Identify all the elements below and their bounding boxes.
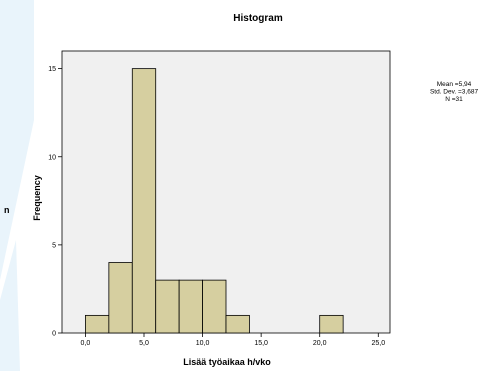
side-letter: n xyxy=(4,205,10,215)
histogram-bar xyxy=(225,314,250,334)
histogram-bar xyxy=(319,314,344,334)
left-decor-band-lower xyxy=(0,240,20,371)
x-tick-label: 25,0 xyxy=(371,340,385,347)
chart-title: Histogram xyxy=(233,13,283,24)
y-axis-title: Frequency xyxy=(32,175,42,221)
histogram-bar xyxy=(131,68,157,334)
stats-line: N =31 xyxy=(445,96,463,103)
stats-line: Std. Dev. =3,687 xyxy=(430,89,479,96)
y-tick-label: 15 xyxy=(48,66,56,73)
histogram-bar xyxy=(108,262,133,334)
x-tick-label: 0,0 xyxy=(81,340,91,347)
x-tick-label: 10,0 xyxy=(196,340,210,347)
y-tick-label: 0 xyxy=(52,331,56,338)
histogram-bar xyxy=(155,279,180,334)
x-tick-label: 20,0 xyxy=(313,340,327,347)
histogram-bar xyxy=(178,279,203,334)
stats-line: Mean =5,94 xyxy=(437,81,472,88)
x-tick-label: 5,0 xyxy=(139,340,149,347)
y-tick-label: 5 xyxy=(52,242,56,249)
x-axis-title: Lisää työaikaa h/vko xyxy=(183,357,271,367)
x-tick-label: 15,0 xyxy=(254,340,268,347)
histogram-bar xyxy=(85,314,110,334)
y-tick-label: 10 xyxy=(48,154,56,161)
left-decor-band xyxy=(0,0,34,280)
histogram-bar xyxy=(202,279,227,334)
